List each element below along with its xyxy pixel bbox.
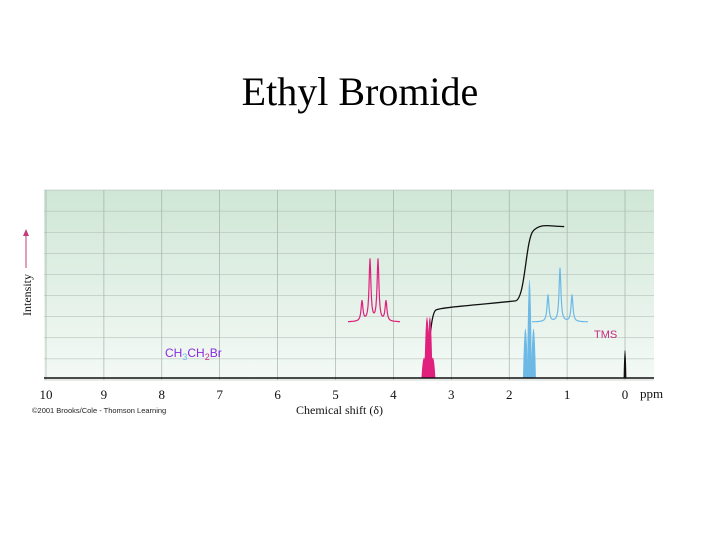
ch3-triplet-inset xyxy=(532,267,588,323)
integral-step-curve xyxy=(423,224,565,374)
ch3-peak-line xyxy=(531,328,536,379)
formula-part: Br xyxy=(210,346,222,360)
x-tick-labels: 10 9 8 7 6 5 4 3 2 1 0 xyxy=(40,387,629,402)
x-tick-label: 7 xyxy=(216,387,223,402)
formula-part: CH xyxy=(165,346,182,360)
x-tick-label: 2 xyxy=(506,387,513,402)
x-tick-label: 8 xyxy=(159,387,166,402)
x-tick-label: 3 xyxy=(448,387,455,402)
x-tick-label: 6 xyxy=(274,387,281,402)
x-axis-unit: ppm xyxy=(640,386,663,401)
slide-title: Ethyl Bromide xyxy=(241,69,479,114)
peak-signals xyxy=(421,280,627,379)
compound-formula: CH3CH2Br xyxy=(165,346,222,362)
copyright-credit: ©2001 Brooks/Cole - Thomson Learning xyxy=(32,406,166,415)
y-axis-arrowhead xyxy=(23,229,29,236)
integral-curve xyxy=(423,224,565,374)
x-tick-label: 5 xyxy=(332,387,339,402)
x-tick-label: 10 xyxy=(40,387,53,402)
x-axis-label: Chemical shift (δ) xyxy=(296,403,383,417)
multiplet-insets xyxy=(348,258,588,323)
formula-part: 2 xyxy=(205,352,210,362)
tms-label: TMS xyxy=(594,329,617,341)
x-tick-label: 9 xyxy=(101,387,108,402)
x-tick-label: 1 xyxy=(564,387,571,402)
grid xyxy=(44,189,654,381)
ch2-quartet-inset xyxy=(348,258,400,323)
plot-area xyxy=(44,190,654,380)
x-tick-label: 0 xyxy=(622,387,629,402)
ch3-peak-line xyxy=(527,280,532,379)
y-axis-label: Intensity xyxy=(20,274,34,316)
formula-part: CH xyxy=(187,346,204,360)
formula-part: 3 xyxy=(182,352,187,362)
x-tick-label: 4 xyxy=(390,387,397,402)
